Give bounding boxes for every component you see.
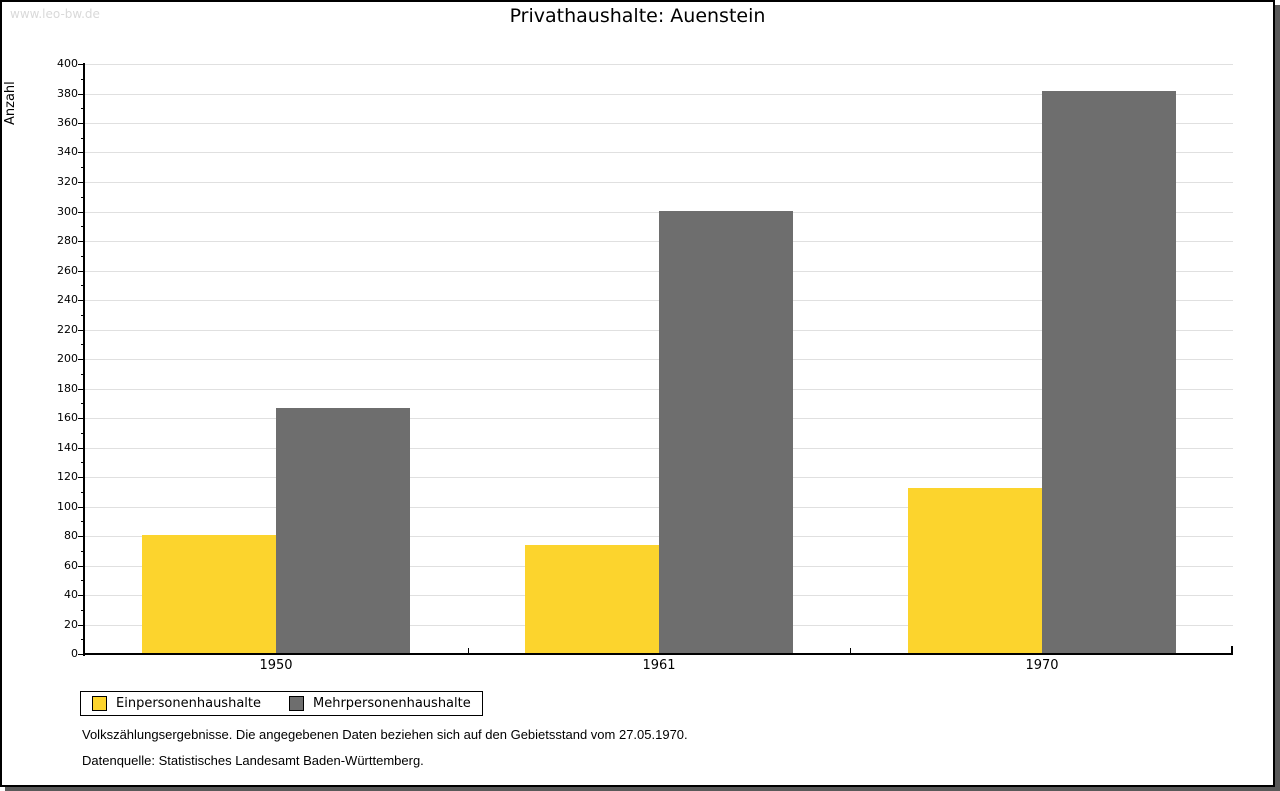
x-tick-label-1961: 1961 (642, 658, 676, 673)
y-major-tick (78, 152, 85, 153)
y-major-tick (78, 566, 85, 567)
data-source: Datenquelle: Statistisches Landesamt Bad… (82, 753, 424, 768)
y-tick-label: 400 (57, 57, 78, 70)
legend-swatch-einpersonenhaushalte (92, 696, 107, 711)
y-tick-label: 180 (57, 382, 78, 395)
y-tick-label: 220 (57, 323, 78, 336)
y-major-tick (78, 389, 85, 390)
y-major-tick (78, 300, 85, 301)
y-major-tick (78, 654, 85, 655)
x-boundary-tick (468, 648, 469, 654)
y-tick-label: 280 (57, 234, 78, 247)
x-tick-label-1970: 1970 (1025, 658, 1059, 673)
y-major-tick (78, 330, 85, 331)
y-major-tick (78, 507, 85, 508)
y-major-tick (78, 182, 85, 183)
gridline (85, 64, 1233, 65)
bar-1961-Mehrpersonenhaushalte (659, 211, 793, 654)
y-tick-label: 160 (57, 411, 78, 424)
y-tick-label: 40 (64, 588, 78, 601)
legend-label-einpersonenhaushalte: Einpersonenhaushalte (116, 696, 261, 711)
y-tick-label: 360 (57, 116, 78, 129)
chart-title: Privathaushalte: Auenstein (509, 5, 766, 27)
bar-1970-Einpersonenhaushalte (908, 488, 1042, 653)
y-major-tick (78, 94, 85, 95)
y-tick-label: 260 (57, 264, 78, 277)
bar-1961-Einpersonenhaushalte (525, 545, 659, 653)
y-major-tick (78, 625, 85, 626)
y-tick-label: 100 (57, 500, 78, 513)
y-tick-label: 200 (57, 352, 78, 365)
footnote: Volkszählungsergebnisse. Die angegebenen… (82, 727, 688, 742)
y-axis-line (83, 63, 85, 656)
y-tick-label: 300 (57, 205, 78, 218)
y-tick-label: 320 (57, 175, 78, 188)
y-tick-label: 140 (57, 441, 78, 454)
x-boundary-tick (850, 648, 851, 654)
y-major-tick (78, 448, 85, 449)
gridline (85, 94, 1233, 95)
legend-swatch-mehrpersonenhaushalte (289, 696, 304, 711)
y-major-tick (78, 536, 85, 537)
y-major-tick (78, 64, 85, 65)
bar-1950-Mehrpersonenhaushalte (276, 408, 410, 653)
y-major-tick (78, 595, 85, 596)
x-axis-line (83, 653, 1233, 655)
gridline (85, 152, 1233, 153)
x-tick-label-1950: 1950 (259, 658, 293, 673)
y-tick-label: 120 (57, 470, 78, 483)
bar-1970-Mehrpersonenhaushalte (1042, 91, 1176, 653)
legend-label-mehrpersonenhaushalte: Mehrpersonenhaushalte (313, 696, 471, 711)
y-major-tick (78, 418, 85, 419)
bar-1950-Einpersonenhaushalte (142, 535, 276, 653)
y-major-tick (78, 271, 85, 272)
y-tick-label: 20 (64, 618, 78, 631)
y-tick-label: 340 (57, 145, 78, 158)
y-tick-label: 240 (57, 293, 78, 306)
legend: Einpersonenhaushalte Mehrpersonenhaushal… (80, 691, 483, 716)
gridline (85, 123, 1233, 124)
y-major-tick (78, 241, 85, 242)
watermark: www.leo-bw.de (10, 7, 100, 21)
y-major-tick (78, 477, 85, 478)
y-tick-label: 0 (71, 647, 78, 660)
x-axis-end-tick (1231, 646, 1233, 654)
gridline (85, 182, 1233, 183)
y-tick-label: 80 (64, 529, 78, 542)
y-major-tick (78, 212, 85, 213)
y-major-tick (78, 123, 85, 124)
y-tick-label: 380 (57, 87, 78, 100)
y-tick-label: 60 (64, 559, 78, 572)
y-major-tick (78, 359, 85, 360)
